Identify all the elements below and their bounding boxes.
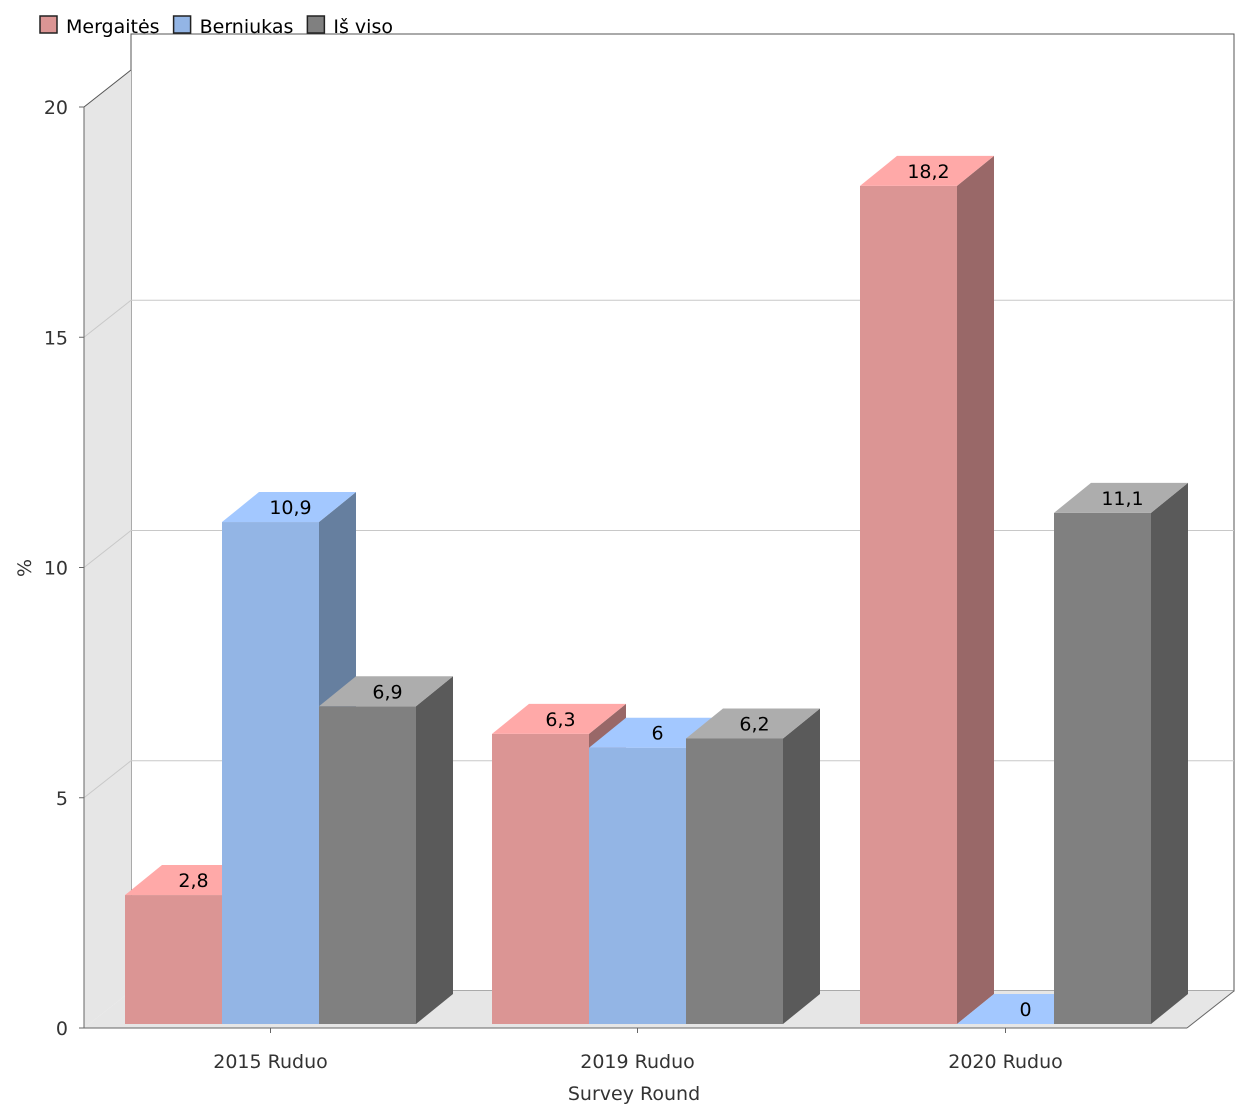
legend-swatch [172, 15, 192, 34]
legend: Mergaitės Berniukas Iš viso [39, 15, 393, 38]
data-label: 2,8 [178, 870, 208, 892]
y-axis-label: % [14, 559, 36, 577]
bar-top [319, 676, 453, 707]
legend-swatch [306, 15, 326, 34]
x-tick-label: 2015 Ruduo [213, 1051, 328, 1073]
data-label: 6,9 [372, 681, 402, 703]
legend-swatch [39, 15, 58, 34]
data-label: 10,9 [269, 497, 311, 519]
y-tick-label: 15 [44, 327, 68, 349]
data-label: 6 [651, 723, 663, 745]
data-label: 11,1 [1101, 488, 1143, 510]
bar-top [1054, 482, 1188, 513]
bar-top [492, 703, 626, 734]
legend-label: Berniukas [200, 16, 294, 38]
y-tick-label: 10 [44, 558, 68, 580]
axes: 0 5 10 15 20% Survey Round 2015 Ruduo 2019 Rudu… [14, 97, 1235, 1105]
bar-top [222, 492, 356, 523]
bar [860, 185, 957, 1024]
bar-side [957, 155, 994, 1024]
bar [222, 522, 319, 1024]
bar-top [686, 708, 820, 739]
data-label: 6,3 [545, 709, 575, 731]
bar [1054, 512, 1151, 1024]
bar-side [1151, 482, 1188, 1025]
bar [686, 738, 783, 1024]
gridline-side [83, 760, 132, 799]
y-tick-label: 5 [56, 788, 68, 810]
y-tick-label: 0 [56, 1018, 68, 1040]
left-wall-edge [83, 69, 132, 108]
data-label: 18,2 [907, 161, 949, 183]
bar [319, 706, 416, 1024]
bar [125, 895, 222, 1024]
bar [492, 733, 589, 1024]
bar-top [860, 155, 994, 186]
data-labels: 2,8 10,9 6,9 6,3 6 6,2 18,2 0 11,1 [178, 161, 1143, 1021]
bar-side [416, 676, 453, 1024]
data-label: 0 [1019, 999, 1031, 1021]
x-axis-label: Survey Round [568, 1083, 700, 1105]
gridline-side [83, 530, 132, 568]
bar [589, 747, 686, 1024]
floor-right-edge [1186, 990, 1235, 1029]
legend-label: Iš viso [333, 16, 393, 38]
y-tick-label: 20 [44, 97, 68, 119]
bar-side [783, 708, 820, 1024]
gridline-side [83, 299, 132, 338]
x-tick-label: 2019 Ruduo [580, 1051, 695, 1073]
data-label: 6,2 [739, 713, 769, 735]
x-tick-label: 2020 Ruduo [948, 1051, 1063, 1073]
bars [125, 155, 1188, 1025]
legend-label: Mergaitės [66, 16, 160, 38]
